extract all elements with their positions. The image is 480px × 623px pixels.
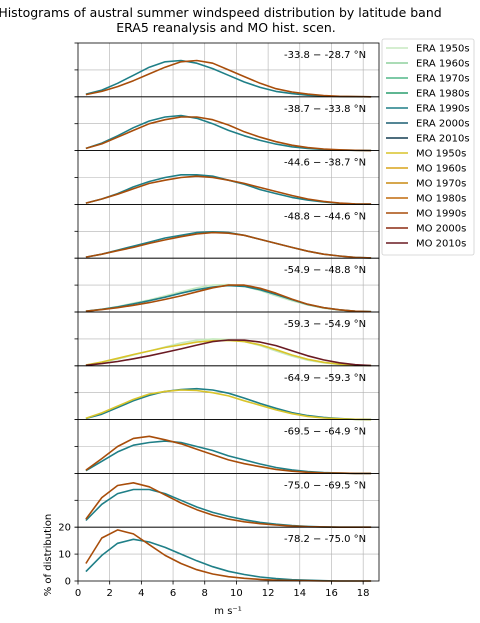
- chart-title: Histograms of austral summer windspeed d…: [0, 5, 442, 20]
- x-tick-label: 16: [325, 588, 338, 599]
- panel-5: -54.9 − -48.8 °N: [74, 257, 380, 313]
- series-line: [85, 387, 372, 421]
- series-line: [85, 174, 372, 205]
- panel-9: -75.0 − -69.5 °N: [74, 472, 380, 529]
- legend-label: MO 2010s: [416, 239, 466, 250]
- x-tick-label: 0: [75, 588, 81, 599]
- panel-1: -33.8 − -28.7 °N: [74, 42, 380, 98]
- band-label: -69.5 − -64.9 °N: [284, 427, 366, 438]
- chart-subtitle: ERA5 reanalysis and MO hist. scen.: [116, 20, 336, 35]
- series-line: [85, 435, 372, 475]
- band-label: -64.9 − -59.3 °N: [284, 373, 366, 384]
- x-tick-label: 6: [170, 588, 176, 599]
- x-tick-label: 2: [106, 588, 112, 599]
- series-line: [85, 389, 372, 421]
- legend-label: ERA 1980s: [416, 89, 470, 100]
- series-line: [85, 339, 372, 367]
- series-line: [85, 284, 372, 313]
- panel-7: -64.9 − -59.3 °N: [74, 365, 380, 421]
- panel-8: -69.5 − -64.9 °N: [74, 419, 380, 475]
- legend-label: ERA 1970s: [416, 74, 470, 85]
- series-line: [85, 59, 372, 98]
- x-axis-label: m s⁻¹: [214, 606, 241, 617]
- x-tick-label: 18: [357, 588, 370, 599]
- band-label: -54.9 − -48.8 °N: [284, 265, 366, 276]
- legend-label: ERA 2010s: [416, 134, 470, 145]
- y-tick-label: 0: [65, 577, 71, 588]
- series-line: [85, 59, 372, 98]
- panel-10: -78.2 − -75.0 °N 0 10 20: [58, 523, 380, 588]
- legend-label: MO 1950s: [416, 149, 466, 160]
- series-line: [85, 488, 372, 529]
- series-line: [85, 339, 372, 367]
- x-tick-label: 8: [202, 588, 208, 599]
- band-label: -48.8 − -44.6 °N: [284, 211, 366, 222]
- legend-label: ERA 2000s: [416, 119, 470, 130]
- legend-label: MO 1990s: [416, 209, 466, 220]
- legend-label: MO 1960s: [416, 164, 466, 175]
- series-line: [85, 440, 372, 475]
- panels: -33.8 − -28.7 °N -38.7 − -33.8 °N -44.6 − …: [58, 42, 380, 588]
- panel-4: -48.8 − -44.6 °N: [74, 203, 380, 259]
- y-tick-label: 20: [58, 523, 71, 534]
- y-axis-label: % of distribution: [43, 514, 54, 597]
- x-tick-label: 4: [138, 588, 144, 599]
- legend-label: MO 1980s: [416, 194, 466, 205]
- band-label: -59.3 − -54.9 °N: [284, 319, 366, 330]
- y-tick-label: 10: [58, 550, 71, 561]
- band-label: -38.7 − -33.8 °N: [284, 104, 366, 115]
- series-line: [85, 116, 372, 152]
- x-tick-label: 12: [262, 588, 275, 599]
- band-label: -78.2 − -75.0 °N: [284, 534, 366, 545]
- series-line: [85, 231, 372, 259]
- series-line: [85, 538, 372, 582]
- legend-label: MO 1970s: [416, 179, 466, 190]
- legend-label: MO 2000s: [416, 224, 466, 235]
- x-tick-label: 14: [293, 588, 306, 599]
- x-axis: 0 2 4 6 8 10 12 14 16 18: [75, 581, 370, 599]
- x-tick-label: 10: [230, 588, 243, 599]
- panel-3: -44.6 − -38.7 °N: [74, 150, 380, 205]
- panel-2: -38.7 − -33.8 °N: [74, 96, 380, 152]
- legend: ERA 1950s ERA 1960s ERA 1970s ERA 1980s ERA …: [381, 38, 475, 256]
- legend-label: ERA 1960s: [416, 59, 470, 70]
- legend-label: ERA 1990s: [416, 104, 470, 115]
- band-label: -75.0 − -69.5 °N: [284, 480, 366, 491]
- band-label: -44.6 − -38.7 °N: [284, 158, 366, 169]
- series-line: [85, 175, 372, 205]
- panel-6: -59.3 − -54.9 °N: [74, 311, 380, 367]
- band-label: -33.8 − -28.7 °N: [284, 50, 366, 61]
- legend-label: ERA 1950s: [416, 44, 470, 55]
